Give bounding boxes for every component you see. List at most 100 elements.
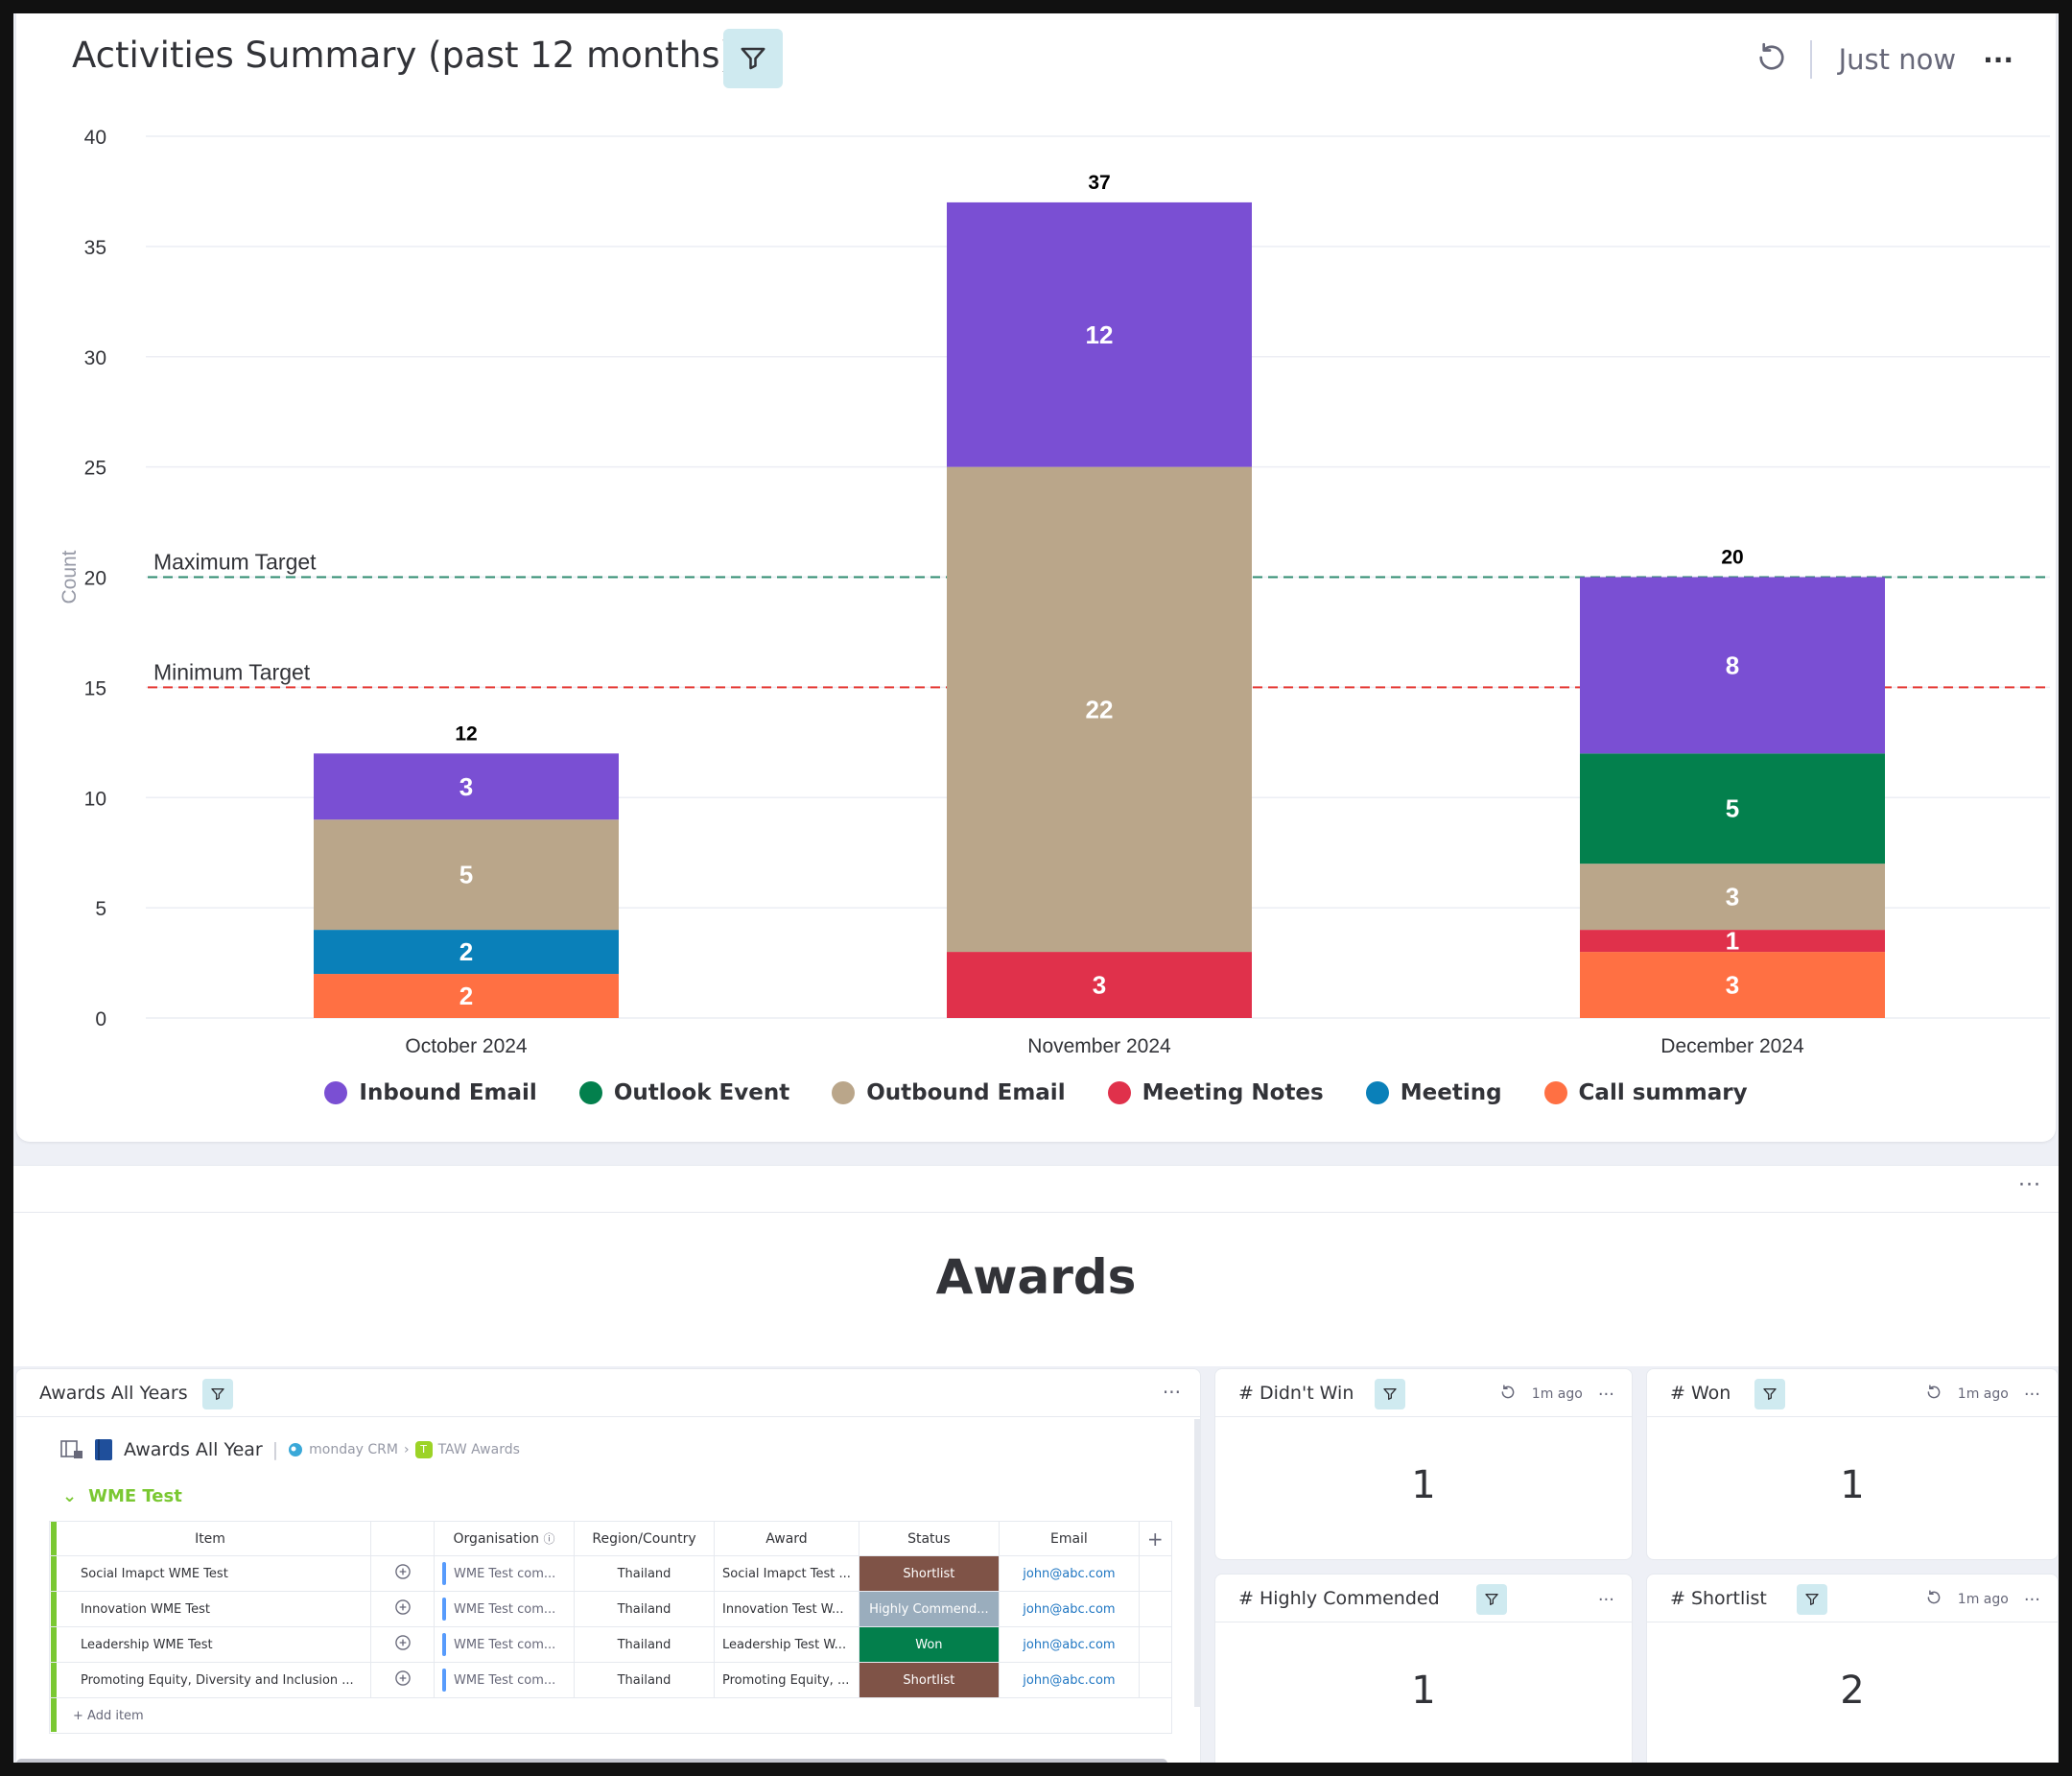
bar-segment <box>1580 930 1885 953</box>
email-link[interactable]: john@abc.com <box>998 1662 1140 1698</box>
legend-item[interactable]: Outlook Event <box>578 1080 789 1105</box>
organisation-cell[interactable]: WME Test com... <box>434 1662 575 1698</box>
organisation-cell[interactable]: WME Test com... <box>434 1626 575 1663</box>
last-updated: 1m ago <box>1957 1386 2009 1402</box>
status-cell[interactable]: Shortlist <box>858 1555 1000 1592</box>
segment-value-label: 1 <box>1726 927 1739 956</box>
organisation-cell[interactable]: WME Test com... <box>434 1591 575 1627</box>
board-name[interactable]: Awards All Year <box>124 1439 263 1460</box>
widget-header: # Won 1m ago ··· <box>1647 1369 2058 1417</box>
more-options-icon[interactable]: ··· <box>1597 1384 1614 1405</box>
bar-segment <box>1580 753 1885 864</box>
table-row[interactable]: Leadership WME Test WME Test com... Thaila… <box>49 1626 1172 1663</box>
item-name[interactable]: Leadership WME Test <box>49 1626 371 1663</box>
status-cell[interactable]: Shortlist <box>858 1662 1000 1698</box>
organisation-value: WME Test com... <box>454 1566 556 1581</box>
add-update-icon[interactable] <box>370 1591 435 1627</box>
connected-board-bar <box>442 1633 446 1656</box>
email-link[interactable]: john@abc.com <box>998 1555 1140 1592</box>
award-cell[interactable]: Innovation Test W... <box>714 1591 859 1627</box>
status-cell[interactable]: Highly Commend... <box>858 1591 1000 1627</box>
award-cell[interactable]: Leadership Test W... <box>714 1626 859 1663</box>
segment-value-label: 12 <box>1086 320 1114 349</box>
add-update-icon[interactable] <box>370 1662 435 1698</box>
refresh-icon[interactable] <box>1754 40 1789 79</box>
dashboard: Activities Summary (past 12 months) Just… <box>13 13 2059 1763</box>
add-item-button[interactable]: + Add item <box>49 1697 1172 1734</box>
separator: | <box>271 1439 279 1460</box>
refresh-icon[interactable] <box>1925 1384 1942 1405</box>
refresh-icon[interactable] <box>1499 1384 1517 1405</box>
filter-button[interactable] <box>1375 1379 1405 1409</box>
column-header-status[interactable]: Status <box>858 1521 1000 1556</box>
item-name[interactable]: Promoting Equity, Diversity and Inclusio… <box>49 1662 371 1698</box>
reference-line-label: Minimum Target <box>153 659 311 684</box>
widget-header: # Highly Commended ··· <box>1215 1575 1632 1622</box>
info-icon[interactable]: ⓘ <box>543 1532 555 1546</box>
region-cell[interactable]: Thailand <box>574 1591 715 1627</box>
award-cell[interactable]: Promoting Equity, ... <box>714 1662 859 1698</box>
column-header-region[interactable]: Region/Country <box>574 1521 715 1556</box>
legend-item[interactable]: Call summary <box>1543 1080 1748 1105</box>
email-link[interactable]: john@abc.com <box>998 1626 1140 1663</box>
workspace-crumb[interactable]: monday CRM › T TAW Awards <box>288 1441 520 1458</box>
segment-value-label: 2 <box>459 937 473 966</box>
widget-title: # Didn't Win <box>1238 1383 1354 1404</box>
add-update-icon[interactable] <box>370 1555 435 1592</box>
more-options-icon[interactable]: ··· <box>1983 43 2013 76</box>
empty-cell <box>1138 1591 1172 1627</box>
more-options-icon[interactable]: ··· <box>2023 1384 2040 1405</box>
board-table: Item Organisation ⓘ Region/Country Award… <box>49 1521 1172 1734</box>
more-options-icon[interactable]: ··· <box>2023 1589 2040 1610</box>
connected-board-bar <box>442 1598 446 1621</box>
legend-dot <box>832 1081 856 1104</box>
widget-header: Awards All Years ··· <box>16 1369 1200 1417</box>
region-cell[interactable]: Thailand <box>574 1626 715 1663</box>
bar-total-label: 37 <box>1088 172 1110 194</box>
add-update-icon[interactable] <box>370 1626 435 1663</box>
organisation-cell[interactable]: WME Test com... <box>434 1555 575 1592</box>
legend-item[interactable]: Meeting Notes <box>1107 1080 1324 1105</box>
award-cell[interactable]: Social Imapct Test ... <box>714 1555 859 1592</box>
group-header[interactable]: ⌄ WME Test <box>62 1486 182 1506</box>
item-name[interactable]: Social Imapct WME Test <box>49 1555 371 1592</box>
vertical-scrollbar[interactable] <box>1194 1419 1200 1707</box>
more-options-icon[interactable]: ··· <box>1162 1381 1181 1404</box>
horizontal-scrollbar[interactable] <box>16 1759 1167 1763</box>
add-item-row[interactable]: + Add item <box>49 1697 1172 1734</box>
region-cell[interactable]: Thailand <box>574 1662 715 1698</box>
filter-button[interactable] <box>1797 1584 1827 1615</box>
legend-item[interactable]: Outbound Email <box>832 1080 1066 1105</box>
filter-button[interactable] <box>1476 1584 1507 1615</box>
filter-button[interactable] <box>1754 1379 1785 1409</box>
table-row[interactable]: Social Imapct WME Test WME Test com... Tha… <box>49 1555 1172 1592</box>
table-body: Social Imapct WME Test WME Test com... Tha… <box>49 1555 1172 1734</box>
table-row[interactable]: Innovation WME Test WME Test com... Thaila… <box>49 1591 1172 1627</box>
region-cell[interactable]: Thailand <box>574 1555 715 1592</box>
count-value: 1 <box>1411 1463 1436 1507</box>
item-name[interactable]: Innovation WME Test <box>49 1591 371 1627</box>
column-header-email[interactable]: Email <box>998 1521 1140 1556</box>
filter-button[interactable] <box>202 1379 233 1409</box>
chart-legend: Inbound Email Outlook Event Outbound Ema… <box>16 1080 2056 1105</box>
bar-segment <box>314 930 619 975</box>
more-options-icon[interactable]: ··· <box>1597 1589 1614 1610</box>
last-updated: 1m ago <box>1957 1592 2009 1607</box>
refresh-icon[interactable] <box>1925 1589 1942 1610</box>
email-link[interactable]: john@abc.com <box>998 1591 1140 1627</box>
chevron-down-icon[interactable]: ⌄ <box>62 1486 78 1506</box>
column-header-organisation[interactable]: Organisation ⓘ <box>434 1521 575 1556</box>
table-row[interactable]: Promoting Equity, Diversity and Inclusio… <box>49 1662 1172 1698</box>
legend-item[interactable]: Meeting <box>1365 1080 1502 1105</box>
column-header-item[interactable]: Item <box>49 1521 371 1556</box>
legend-item[interactable]: Inbound Email <box>324 1080 537 1105</box>
widget-title: Awards All Years <box>39 1383 188 1404</box>
section-more-icon[interactable]: ··· <box>2018 1173 2041 1197</box>
folder-badge-icon: T <box>414 1441 433 1458</box>
column-header-award[interactable]: Award <box>714 1521 859 1556</box>
filter-button[interactable] <box>723 29 783 88</box>
segment-value-label: 5 <box>1726 794 1739 823</box>
section-heading: Awards <box>935 1249 1137 1305</box>
add-column-button[interactable]: + <box>1138 1521 1172 1556</box>
status-cell[interactable]: Won <box>858 1626 1000 1663</box>
